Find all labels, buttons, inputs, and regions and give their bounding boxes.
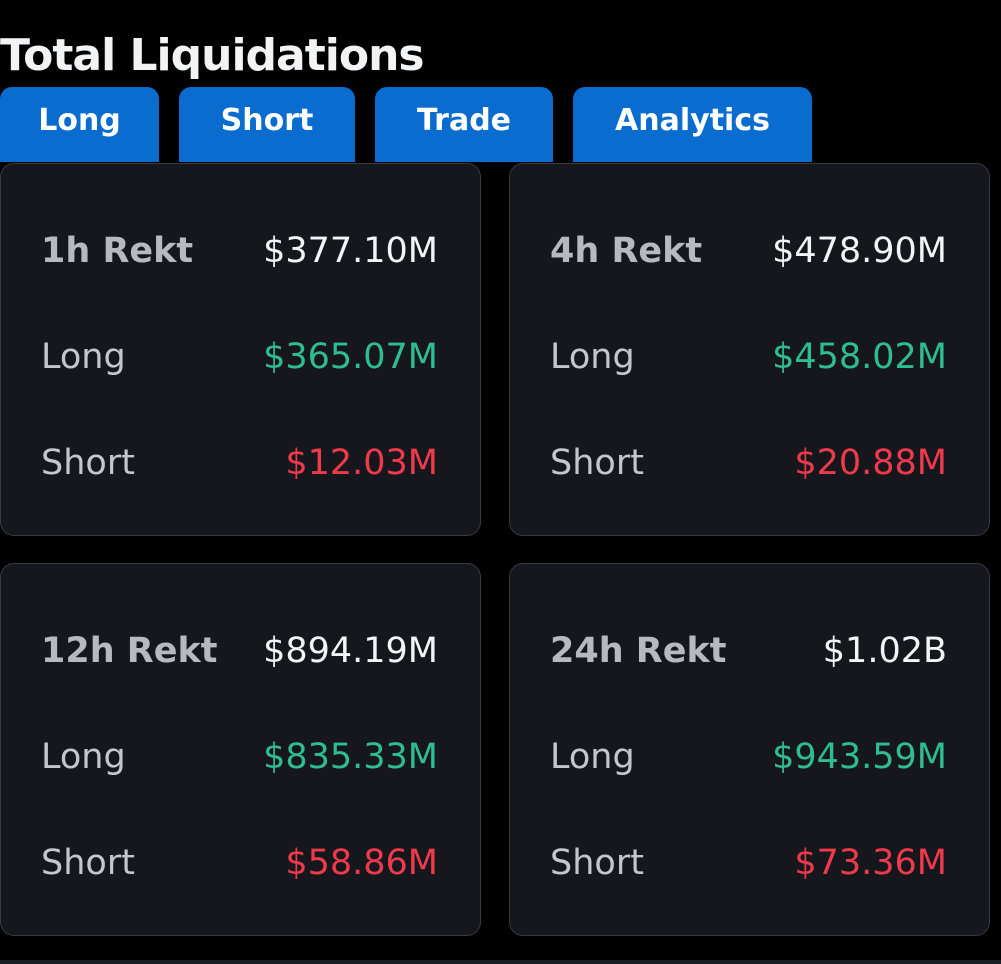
card-header-row: 4h Rekt $478.90M [510, 226, 989, 276]
short-row: Short $20.88M [510, 438, 989, 488]
long-value: $835.33M [263, 737, 438, 777]
long-row: Long $365.07M [1, 332, 480, 382]
total-value: $377.10M [263, 231, 438, 271]
tab-short[interactable]: Short [179, 87, 355, 162]
long-row: Long $835.33M [1, 732, 480, 782]
total-value: $1.02B [822, 631, 947, 671]
long-label: Long [41, 737, 126, 777]
liquidation-card-12h: 12h Rekt $894.19M Long $835.33M Short $5… [0, 563, 481, 936]
liquidation-card-4h: 4h Rekt $478.90M Long $458.02M Short $20… [509, 163, 990, 536]
short-row: Short $58.86M [1, 838, 480, 888]
liquidation-card-24h: 24h Rekt $1.02B Long $943.59M Short $73.… [509, 563, 990, 936]
short-label: Short [550, 843, 644, 883]
long-value: $943.59M [772, 737, 947, 777]
short-row: Short $73.36M [510, 838, 989, 888]
short-value: $12.03M [285, 443, 438, 483]
short-label: Short [550, 443, 644, 483]
card-header-row: 24h Rekt $1.02B [510, 626, 989, 676]
tab-analytics[interactable]: Analytics [573, 87, 812, 162]
card-header-row: 1h Rekt $377.10M [1, 226, 480, 276]
total-value: $894.19M [263, 631, 438, 671]
card-header-row: 12h Rekt $894.19M [1, 626, 480, 676]
bottom-divider [0, 960, 1001, 964]
short-label: Short [41, 843, 135, 883]
tab-trade[interactable]: Trade [375, 87, 553, 162]
long-row: Long $458.02M [510, 332, 989, 382]
long-label: Long [550, 337, 635, 377]
period-label: 24h Rekt [550, 631, 727, 671]
period-label: 1h Rekt [41, 231, 194, 271]
short-value: $20.88M [794, 443, 947, 483]
short-label: Short [41, 443, 135, 483]
tab-long[interactable]: Long [0, 87, 159, 162]
short-value: $73.36M [794, 843, 947, 883]
long-value: $365.07M [263, 337, 438, 377]
long-label: Long [41, 337, 126, 377]
page-title: Total Liquidations [0, 30, 425, 81]
short-row: Short $12.03M [1, 438, 480, 488]
long-label: Long [550, 737, 635, 777]
period-label: 4h Rekt [550, 231, 703, 271]
long-row: Long $943.59M [510, 732, 989, 782]
total-value: $478.90M [772, 231, 947, 271]
liquidation-card-1h: 1h Rekt $377.10M Long $365.07M Short $12… [0, 163, 481, 536]
period-label: 12h Rekt [41, 631, 218, 671]
short-value: $58.86M [285, 843, 438, 883]
long-value: $458.02M [772, 337, 947, 377]
